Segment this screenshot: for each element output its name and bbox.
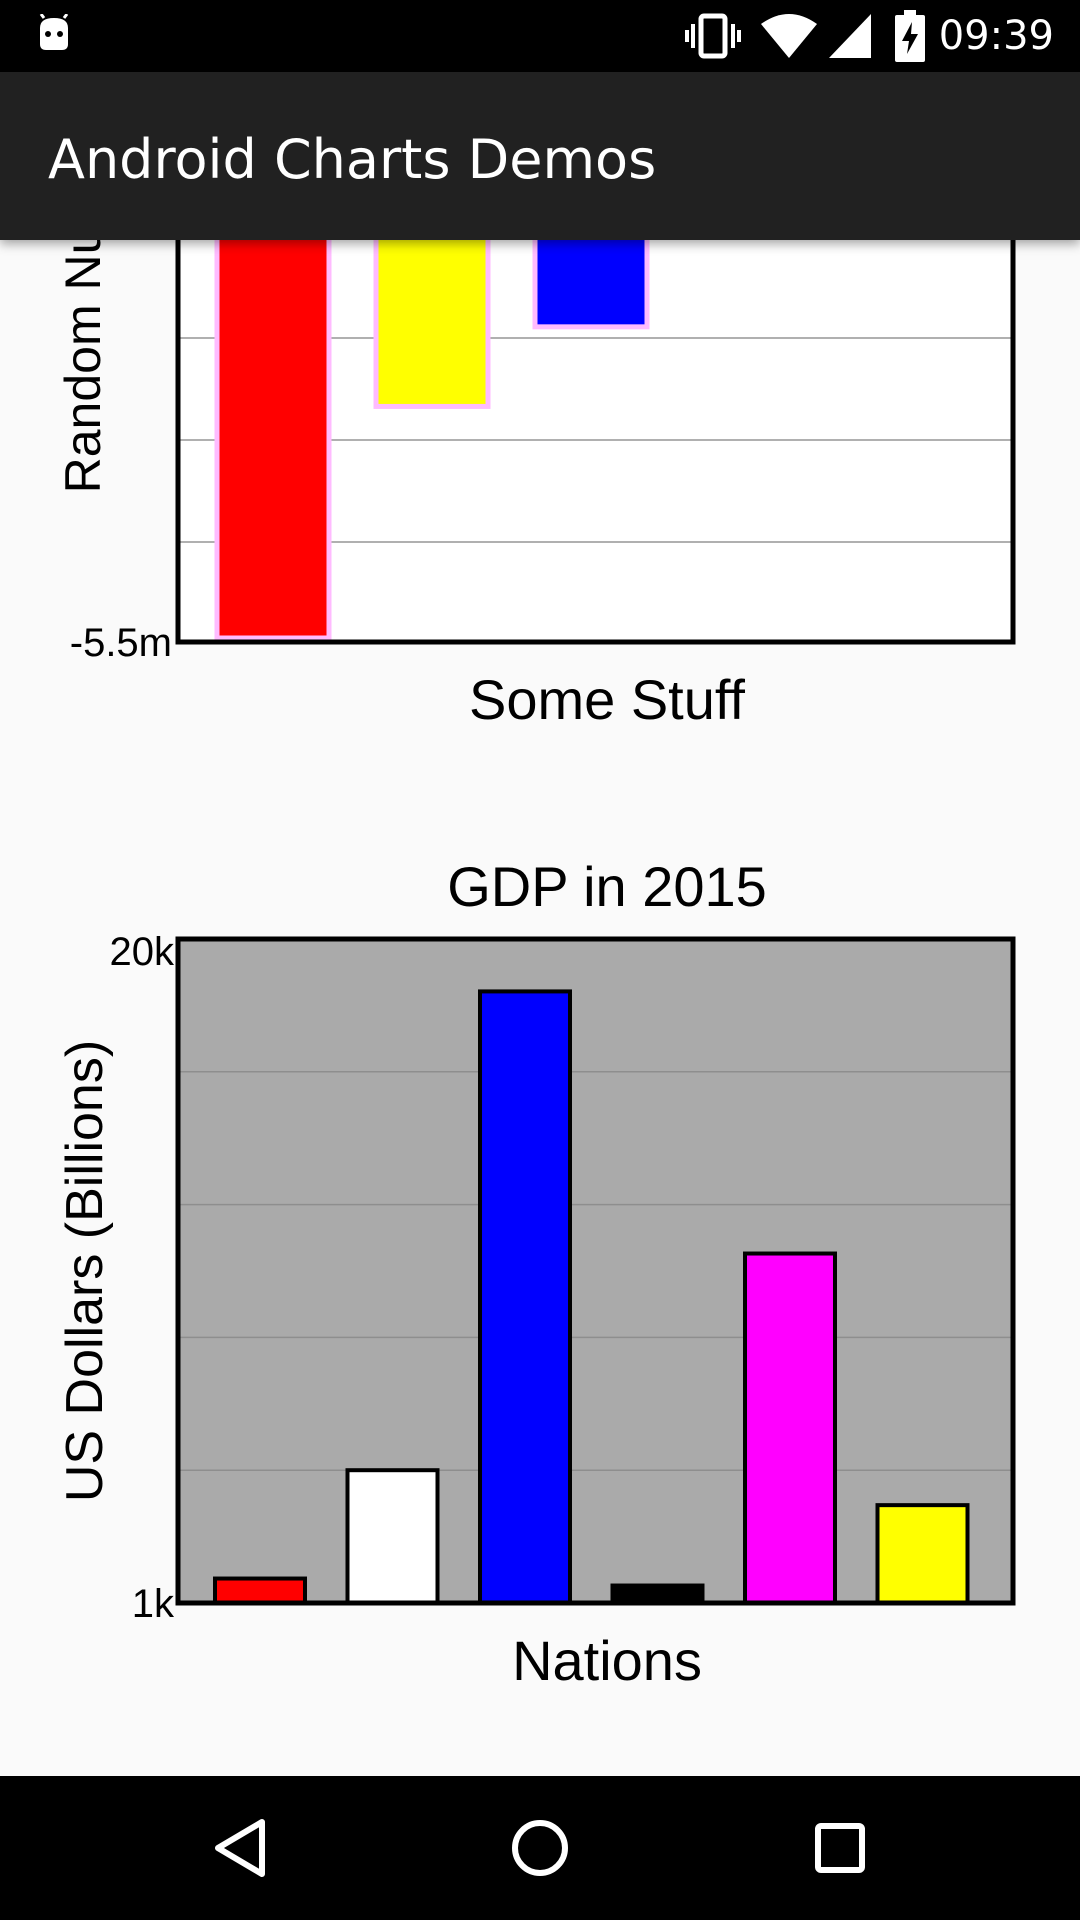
chart-list[interactable]: Random Nu -5.5m Some Stuff GDP in 2015 U…	[0, 240, 1080, 1776]
app-bar: Android Charts Demos	[0, 72, 1080, 240]
chart2-bar	[875, 1503, 970, 1605]
wifi-icon	[760, 14, 817, 58]
cell-signal-icon	[828, 14, 871, 58]
app-title: Android Charts Demos	[48, 128, 657, 191]
chart2-bar	[213, 1576, 307, 1606]
status-time: 09:39	[938, 13, 1054, 59]
chart2-plot-area	[178, 939, 1013, 1603]
status-bar: 09:39	[0, 0, 1080, 72]
navigation-bar	[0, 1776, 1080, 1920]
chart2-y-tick-top: 20k	[110, 930, 175, 974]
chart2-bars	[213, 989, 970, 1606]
chart1-y-axis-label: Random Nu	[55, 240, 111, 493]
chart2-plot-border	[175, 936, 1016, 1606]
chart1-y-tick-label: -5.5m	[70, 621, 172, 665]
chart1-plot-border	[175, 240, 1016, 645]
chart2-x-axis-label: Nations	[512, 1629, 702, 1692]
chart2-bar	[345, 1468, 440, 1605]
chart2-grid	[178, 1071, 1013, 1471]
gdp-chart: GDP in 2015 US Dollars (Billions) 20k 1k…	[56, 855, 1016, 1692]
chart1-bars	[214, 240, 650, 641]
chart2-bar	[478, 989, 572, 1605]
back-button[interactable]	[204, 1812, 276, 1884]
status-icons: 09:39	[684, 0, 1080, 72]
recents-button[interactable]	[804, 1812, 876, 1884]
charts-canvas: Random Nu -5.5m Some Stuff GDP in 2015 U…	[55, 240, 1016, 1692]
battery-charging-icon	[894, 10, 925, 62]
chart2-y-tick-bottom: 1k	[132, 1582, 175, 1626]
chart1-x-axis-label: Some Stuff	[469, 668, 745, 731]
chart1-bar	[214, 240, 332, 641]
chart2-y-axis-label: US Dollars (Billions)	[56, 1040, 114, 1502]
random-numbers-chart: Random Nu -5.5m Some Stuff	[55, 240, 1016, 731]
vibrate-icon	[684, 13, 741, 59]
chart2-bar	[743, 1251, 837, 1605]
home-button[interactable]	[504, 1812, 576, 1884]
chart1-bar	[532, 240, 650, 330]
android-debug-icon	[39, 14, 69, 50]
chart2-bar	[610, 1583, 705, 1606]
chart2-title: GDP in 2015	[447, 855, 767, 918]
chart1-bar	[373, 240, 491, 409]
